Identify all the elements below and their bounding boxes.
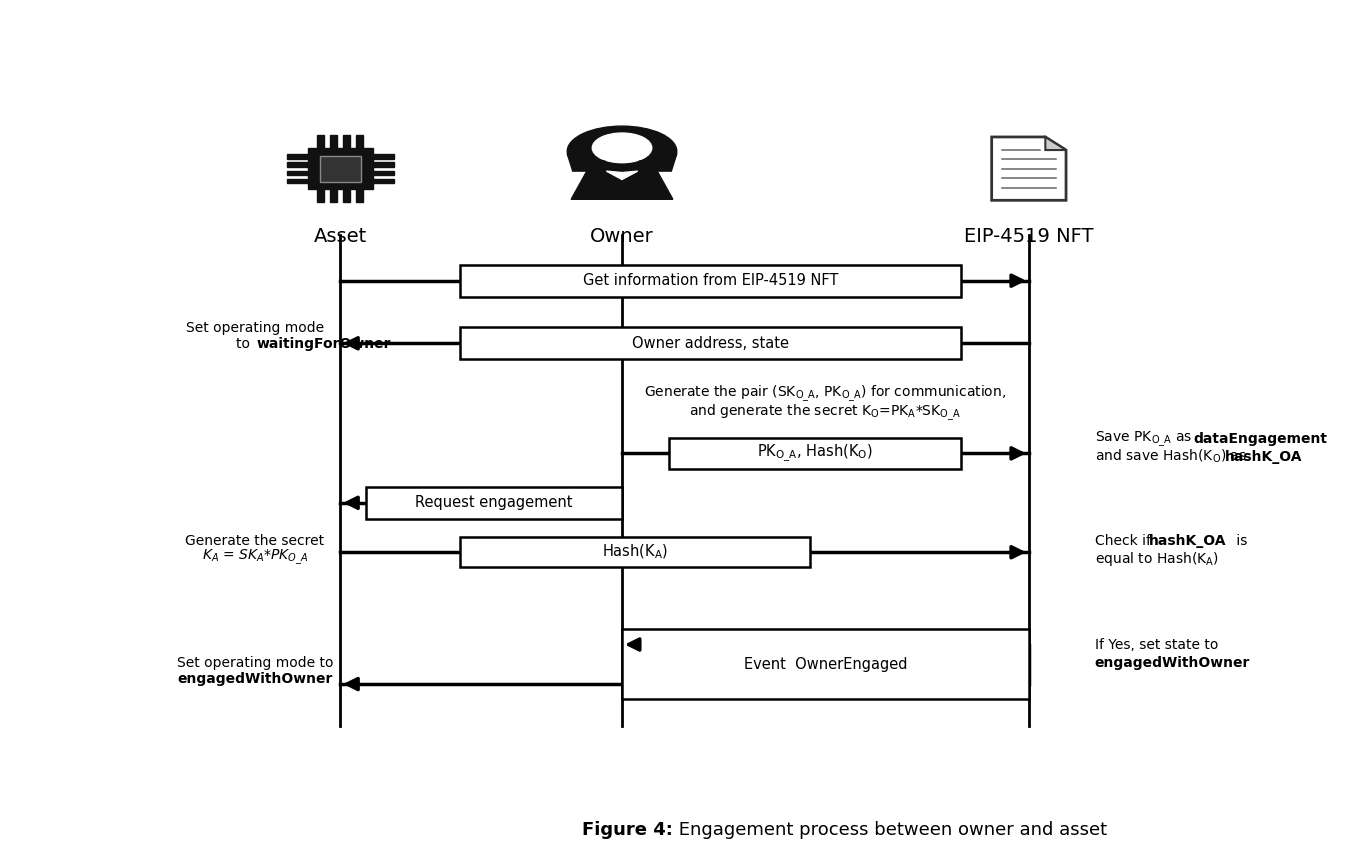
Text: Set operating mode: Set operating mode bbox=[186, 321, 324, 336]
Bar bbox=[287, 154, 308, 158]
Text: is: is bbox=[1233, 534, 1248, 548]
Text: Engagement process between owner and asset: Engagement process between owner and ass… bbox=[673, 821, 1108, 840]
Text: Owner address, state: Owner address, state bbox=[633, 336, 789, 351]
Text: engagedWithOwner: engagedWithOwner bbox=[178, 673, 332, 687]
Text: Event  OwnerEngaged: Event OwnerEngaged bbox=[744, 657, 907, 672]
Bar bbox=[287, 163, 308, 167]
Text: Request engagement: Request engagement bbox=[416, 496, 573, 510]
Bar bbox=[330, 189, 338, 202]
Polygon shape bbox=[567, 154, 604, 171]
Bar bbox=[373, 179, 393, 183]
Text: Figure 4:: Figure 4: bbox=[581, 821, 673, 840]
Bar bbox=[373, 163, 393, 167]
Text: and save Hash($\mathrm{K_O}$) as: and save Hash($\mathrm{K_O}$) as bbox=[1094, 448, 1248, 466]
Polygon shape bbox=[571, 171, 673, 199]
Bar bbox=[318, 135, 324, 148]
Text: and generate the secret $\mathrm{K_O}$=$\mathrm{PK_A}$*$\mathrm{SK_{O\_A}}$: and generate the secret $\mathrm{K_O}$=$… bbox=[689, 402, 961, 423]
Bar bbox=[287, 170, 308, 175]
Text: equal to Hash($\mathrm{K_A}$): equal to Hash($\mathrm{K_A}$) bbox=[1094, 550, 1218, 568]
Text: engagedWithOwner: engagedWithOwner bbox=[1094, 656, 1250, 670]
Bar bbox=[373, 170, 393, 175]
Text: Set operating mode to: Set operating mode to bbox=[176, 656, 332, 670]
Bar bbox=[343, 189, 350, 202]
Text: Hash($\mathrm{K_A}$): Hash($\mathrm{K_A}$) bbox=[602, 543, 668, 562]
Text: Save $\mathrm{PK_{O\_A}}$ as: Save $\mathrm{PK_{O\_A}}$ as bbox=[1094, 429, 1193, 449]
Text: If Yes, set state to: If Yes, set state to bbox=[1094, 638, 1218, 651]
Text: Generate the secret: Generate the secret bbox=[186, 534, 324, 548]
Text: Get information from EIP-4519 NFT: Get information from EIP-4519 NFT bbox=[583, 273, 839, 288]
FancyBboxPatch shape bbox=[460, 537, 810, 568]
Text: EIP-4519 NFT: EIP-4519 NFT bbox=[964, 227, 1093, 246]
Text: waitingForOwner: waitingForOwner bbox=[257, 337, 392, 351]
Ellipse shape bbox=[592, 133, 651, 163]
Bar bbox=[308, 148, 373, 189]
Text: Generate the pair ($\mathrm{SK_{O\_A}}$, $\mathrm{PK_{O\_A}}$) for communication: Generate the pair ($\mathrm{SK_{O\_A}}$,… bbox=[645, 383, 1007, 404]
Bar bbox=[357, 189, 363, 202]
Text: $K_A$ = $SK_A$*$PK_{O\_A}$: $K_A$ = $SK_A$*$PK_{O\_A}$ bbox=[202, 548, 308, 568]
Polygon shape bbox=[1046, 137, 1066, 150]
Text: Asset: Asset bbox=[314, 227, 367, 246]
Text: to: to bbox=[236, 337, 254, 351]
Text: hashK_OA: hashK_OA bbox=[1225, 449, 1303, 464]
Text: hashK_OA: hashK_OA bbox=[1149, 534, 1226, 548]
Text: Check if: Check if bbox=[1094, 534, 1155, 548]
Bar bbox=[343, 135, 350, 148]
FancyBboxPatch shape bbox=[460, 265, 961, 296]
Bar bbox=[330, 135, 338, 148]
Polygon shape bbox=[992, 137, 1066, 200]
FancyBboxPatch shape bbox=[460, 328, 961, 360]
Text: Owner: Owner bbox=[590, 227, 654, 246]
Bar bbox=[357, 135, 363, 148]
Text: $\mathrm{PK_{O\_A}}$, Hash($\mathrm{K_O}$): $\mathrm{PK_{O\_A}}$, Hash($\mathrm{K_O}… bbox=[758, 443, 872, 464]
Text: dataEngagement: dataEngagement bbox=[1194, 432, 1327, 446]
Ellipse shape bbox=[567, 126, 677, 176]
Bar bbox=[320, 156, 361, 181]
Polygon shape bbox=[639, 154, 677, 171]
Bar bbox=[318, 189, 324, 202]
FancyBboxPatch shape bbox=[622, 629, 1028, 699]
Polygon shape bbox=[606, 171, 638, 180]
FancyBboxPatch shape bbox=[669, 438, 961, 468]
FancyBboxPatch shape bbox=[366, 487, 622, 519]
Bar bbox=[287, 179, 308, 183]
Bar bbox=[373, 154, 393, 158]
